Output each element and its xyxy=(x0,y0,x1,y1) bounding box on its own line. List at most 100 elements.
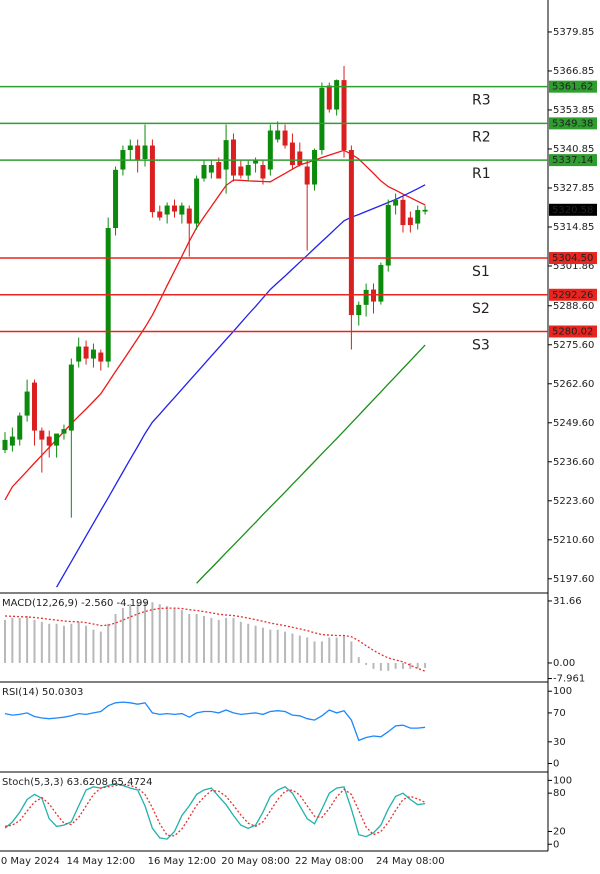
level-price-label: 5361.62 xyxy=(552,82,593,93)
moving-average xyxy=(196,344,426,584)
level-price-label: 5292.26 xyxy=(552,290,593,301)
y-tick-label: 5275.60 xyxy=(553,340,594,351)
y-tick-label: 5327.85 xyxy=(553,183,594,194)
time-label: 10 May 2024 xyxy=(0,856,60,867)
candle-body xyxy=(24,391,30,416)
moving-average xyxy=(56,184,426,588)
candle-body xyxy=(223,140,229,170)
time-label: 16 May 12:00 xyxy=(148,856,217,867)
y-tick-label: 5197.60 xyxy=(553,574,594,585)
time-label: 14 May 12:00 xyxy=(67,856,136,867)
candle-body xyxy=(9,436,15,446)
candle-body xyxy=(76,346,82,362)
y-tick-label: 0 xyxy=(553,758,559,769)
y-tick-label: 5379.85 xyxy=(553,27,594,38)
y-tick-label: 5262.60 xyxy=(553,379,594,390)
last-price-label: 5320.58 xyxy=(552,205,593,216)
candle-body xyxy=(371,289,376,302)
level-price-box xyxy=(549,288,597,301)
level-name: R2 xyxy=(472,129,491,145)
y-tick-label: 5236.60 xyxy=(553,457,594,468)
level-name: S1 xyxy=(472,264,490,280)
candle-body xyxy=(142,145,148,160)
candle-body xyxy=(68,364,74,431)
candle-body xyxy=(363,289,369,305)
y-tick-label: 20 xyxy=(553,826,566,837)
moving-average xyxy=(4,149,426,501)
candle-body xyxy=(304,166,310,185)
candle-body xyxy=(46,436,52,446)
candle-body xyxy=(186,208,192,224)
y-tick-label: 70 xyxy=(553,708,566,719)
y-tick-label: 5288.60 xyxy=(553,301,594,312)
candle-body xyxy=(348,150,354,316)
candle-body xyxy=(31,382,37,431)
candle-body xyxy=(297,151,303,166)
y-tick-label: 5301.86 xyxy=(553,261,594,272)
indicator-title: RSI(14) 50.0303 xyxy=(2,687,83,698)
candle-body xyxy=(164,205,170,215)
candle-body xyxy=(179,205,185,215)
level-price-box xyxy=(549,154,597,167)
y-tick-label: 5353.85 xyxy=(553,105,594,116)
level-price-box xyxy=(549,325,597,338)
candle-body xyxy=(245,165,251,176)
y-tick-label: 100 xyxy=(553,775,572,786)
level-name: S3 xyxy=(472,337,490,353)
candle-body xyxy=(54,433,60,446)
candle-body xyxy=(157,211,163,218)
candle-body xyxy=(238,166,244,176)
candle-body xyxy=(39,430,45,440)
y-tick-label: 5223.60 xyxy=(553,496,594,507)
candle-body xyxy=(356,304,362,316)
macd-signal xyxy=(4,607,426,672)
candle-body xyxy=(334,80,340,110)
candle-body xyxy=(319,87,325,151)
candle-body xyxy=(201,165,207,179)
level-name: S2 xyxy=(472,301,490,317)
y-tick-label: 5210.60 xyxy=(553,535,594,546)
candle-body xyxy=(400,199,406,226)
candle-body xyxy=(127,145,133,151)
indicator-title: MACD(12,26,9) -2.560 -4.199 xyxy=(2,598,149,609)
level-price-box xyxy=(549,252,597,265)
indicator-title: Stoch(5,3,3) 63.6208 65.4724 xyxy=(2,777,153,788)
candle-body xyxy=(98,352,104,362)
candle-body xyxy=(61,429,67,434)
candle-body xyxy=(282,130,288,146)
level-price-label: 5304.50 xyxy=(552,253,593,264)
level-name: R1 xyxy=(472,166,491,182)
y-tick-label: 30 xyxy=(553,737,566,748)
y-tick-label: 100 xyxy=(553,686,572,697)
candle-body xyxy=(378,264,384,302)
candle-body xyxy=(326,85,332,110)
y-tick-label: 5340.85 xyxy=(553,144,594,155)
candle-body xyxy=(289,142,295,166)
time-label: 20 May 08:00 xyxy=(221,856,290,867)
candle-body xyxy=(216,162,222,179)
candle-body xyxy=(90,349,96,359)
candle-body xyxy=(260,165,266,179)
candle-body xyxy=(407,217,413,226)
y-tick-label: 5314.85 xyxy=(553,222,594,233)
indicator-line xyxy=(4,782,426,840)
candle-body xyxy=(208,165,214,173)
y-tick-label: 5249.60 xyxy=(553,418,594,429)
candle-body xyxy=(275,130,281,140)
candle-body xyxy=(83,346,89,359)
y-tick-label: 5366.85 xyxy=(553,66,594,77)
level-name: R3 xyxy=(472,93,491,109)
level-price-box xyxy=(549,117,597,130)
candle-body xyxy=(312,150,318,185)
candle-body xyxy=(113,169,119,229)
level-price-label: 5349.38 xyxy=(552,118,593,129)
y-tick-label: 0 xyxy=(553,839,559,850)
last-price-box xyxy=(549,203,597,216)
y-tick-label: 31.66 xyxy=(553,596,582,607)
candle-body xyxy=(267,130,273,170)
candle-body xyxy=(341,80,347,151)
y-tick-label: 0.00 xyxy=(553,658,575,669)
candle-body xyxy=(194,178,200,224)
